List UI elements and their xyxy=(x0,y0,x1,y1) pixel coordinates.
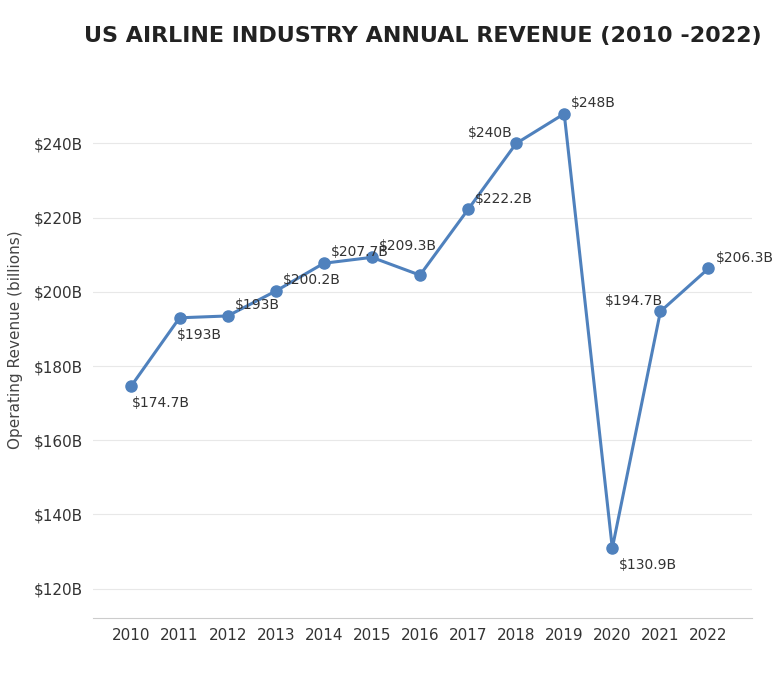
Text: $200.2B: $200.2B xyxy=(283,273,340,287)
Text: $174.7B: $174.7B xyxy=(132,396,189,409)
Text: $209.3B: $209.3B xyxy=(379,239,437,254)
Text: $194.7B: $194.7B xyxy=(604,293,663,308)
Text: $206.3B: $206.3B xyxy=(715,251,773,264)
Text: $130.9B: $130.9B xyxy=(619,558,677,572)
Text: $248B: $248B xyxy=(571,95,616,110)
Text: $240B: $240B xyxy=(467,126,512,139)
Text: $193B: $193B xyxy=(235,298,280,312)
Title: US AIRLINE INDUSTRY ANNUAL REVENUE (2010 -2022): US AIRLINE INDUSTRY ANNUAL REVENUE (2010… xyxy=(84,26,761,47)
Text: $193B: $193B xyxy=(177,328,222,341)
Text: $207.7B: $207.7B xyxy=(331,245,388,259)
Text: $222.2B: $222.2B xyxy=(475,192,533,205)
Y-axis label: Operating Revenue (billions): Operating Revenue (billions) xyxy=(8,231,23,449)
